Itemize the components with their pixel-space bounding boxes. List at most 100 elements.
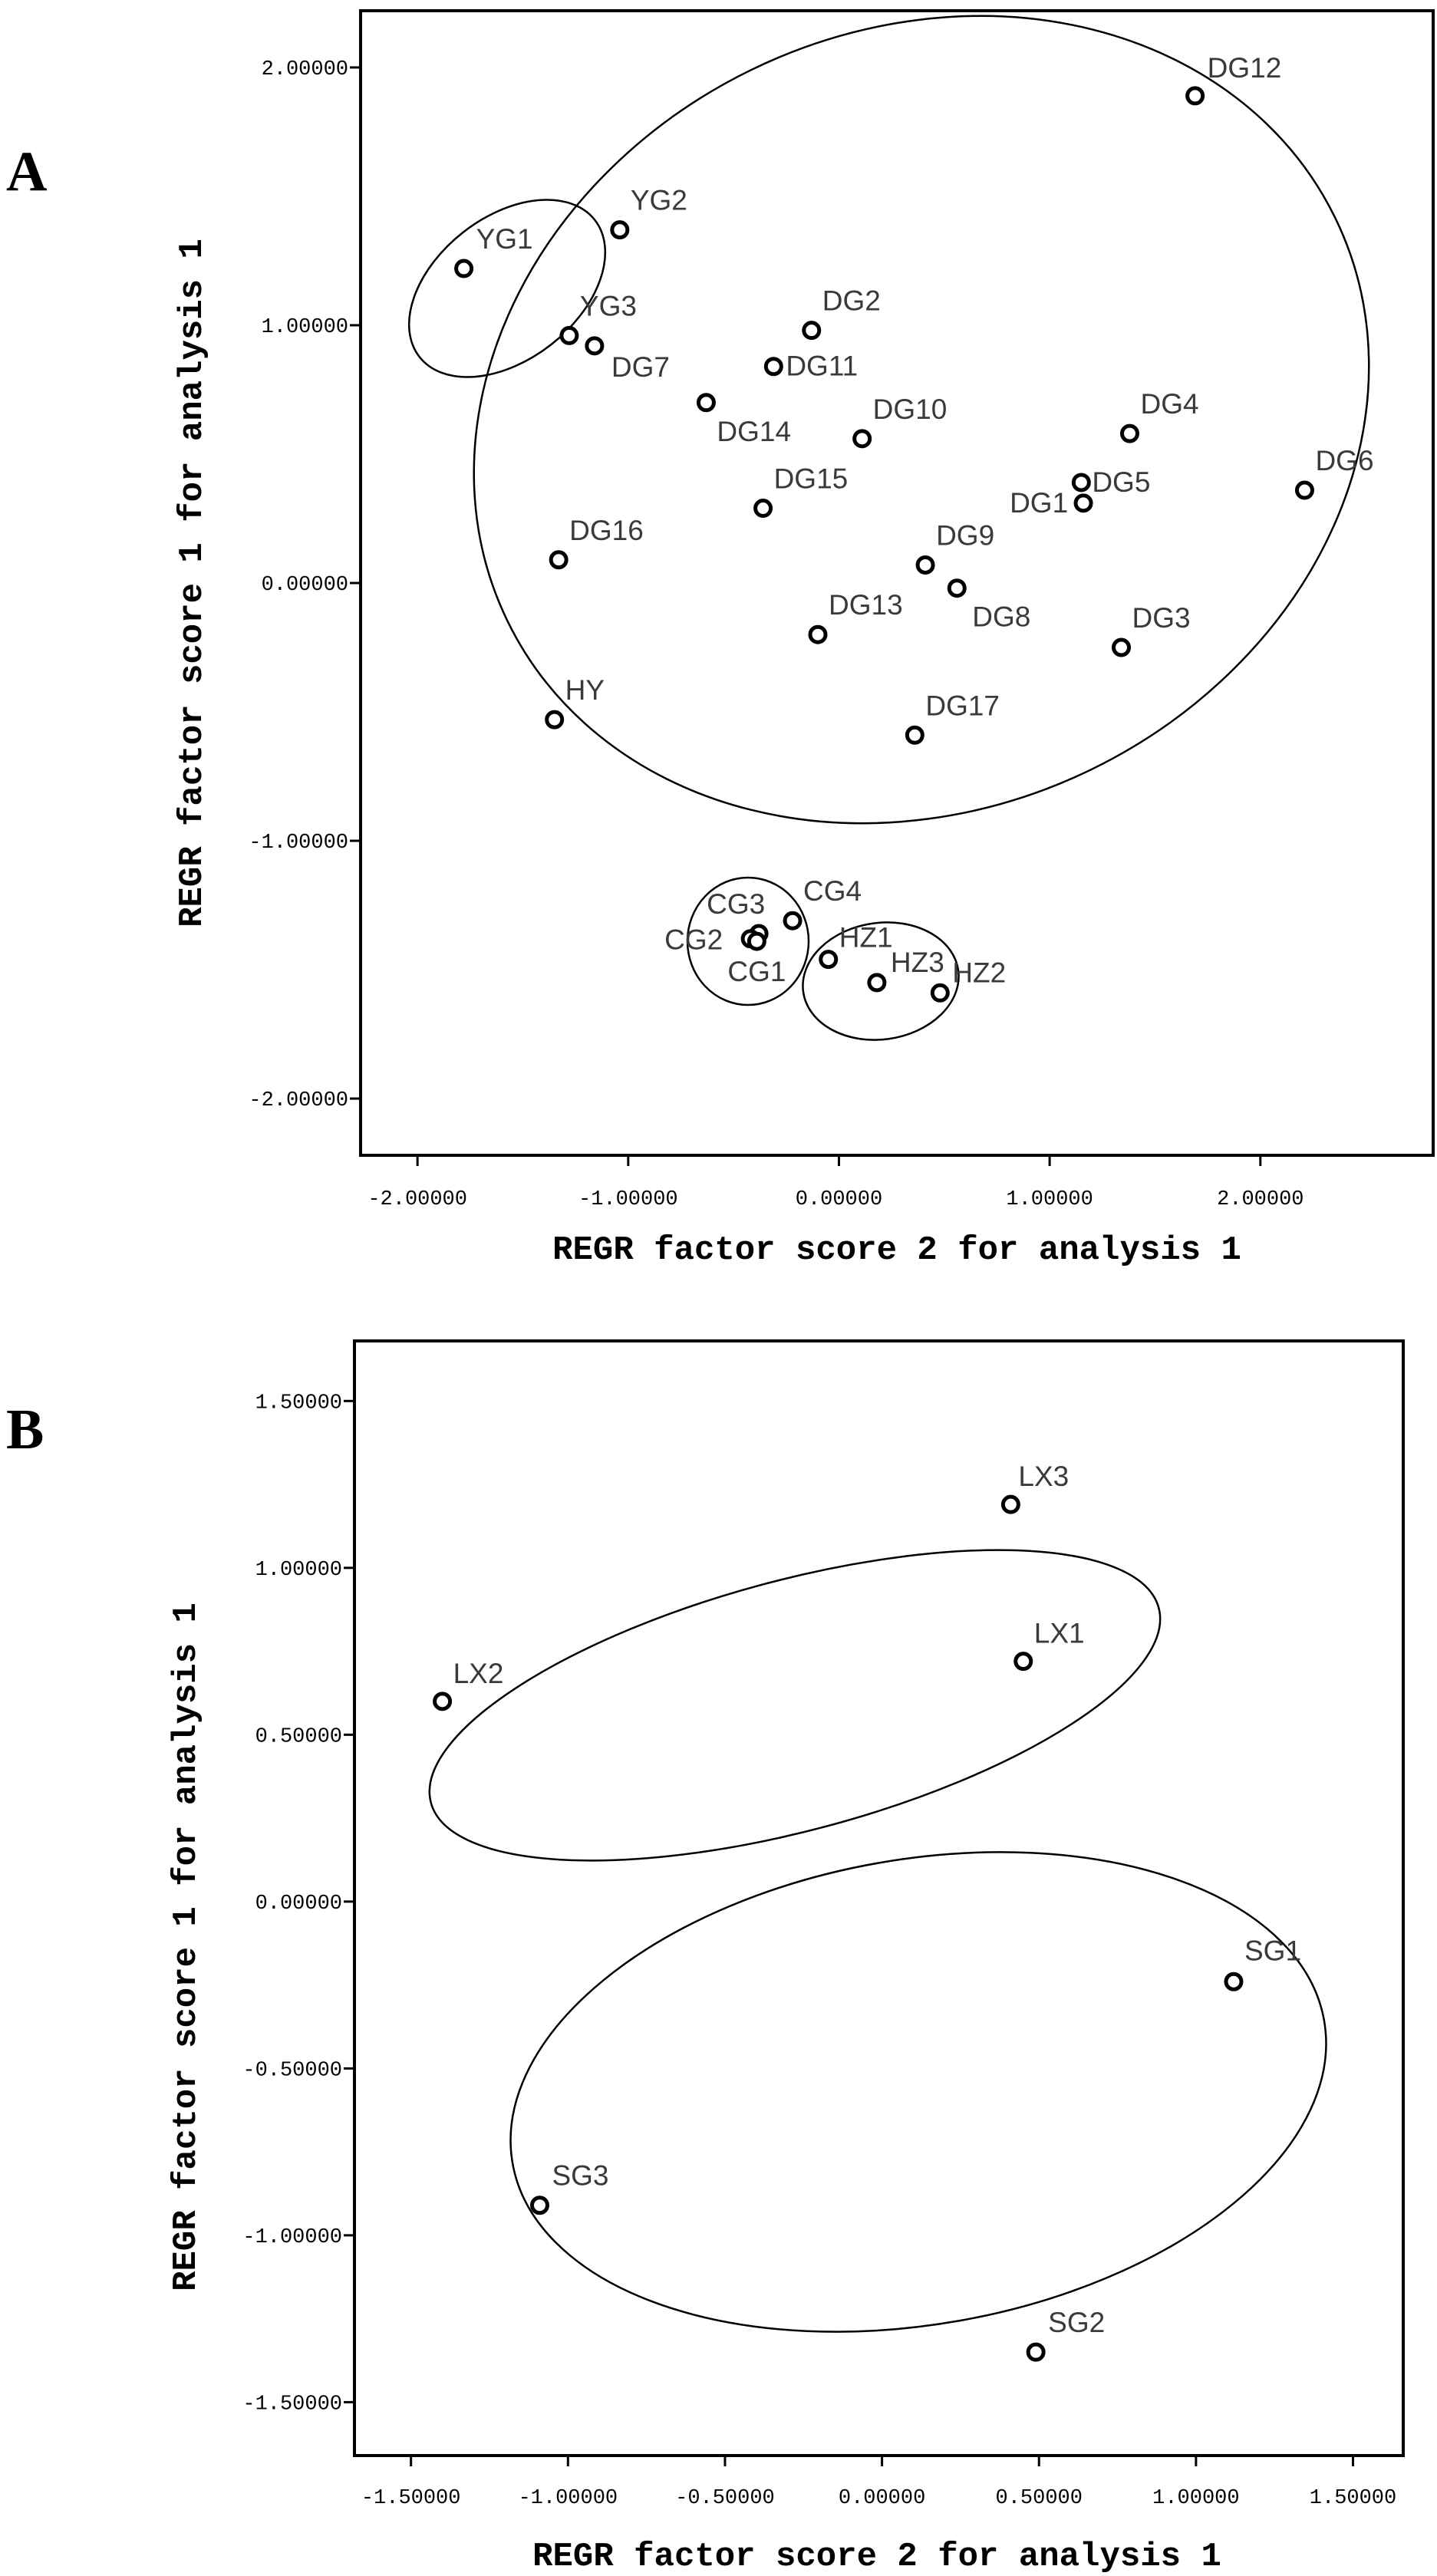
panel-a-axis-ticks: -2.00000 -1.00000 0.00000 1.00000 2.00000 -2.… — [249, 58, 1304, 1211]
point-label-dg4: DG4 — [1140, 388, 1198, 420]
panel-b-x-tick-label: 1.50000 — [1310, 2487, 1396, 2510]
panel-a-cluster-ellipses — [407, 15, 1370, 1041]
panel-a-x-tick-label: 2.00000 — [1217, 1188, 1304, 1211]
data-point-dg4 — [1119, 423, 1139, 443]
panel-a-y-tick-label: 0.00000 — [262, 574, 348, 597]
point-label-dg15: DG15 — [774, 463, 849, 495]
panel-b-y-axis-title: REGR factor score 1 for analysis 1 — [167, 1603, 206, 2291]
panel-a-y-tick-label: 2.00000 — [262, 58, 348, 81]
panel-b-x-tick-label: 1.00000 — [1152, 2487, 1239, 2510]
panel-a-y-tick-label: -2.00000 — [249, 1089, 348, 1112]
point-label-lx2: LX2 — [453, 1658, 504, 1689]
data-point-lx1 — [1013, 1652, 1033, 1672]
cluster-ellipse-yg — [407, 199, 607, 378]
data-point-hz1 — [819, 950, 839, 970]
panel-a-plot-frame — [359, 9, 1435, 1157]
point-label-cg1: CG1 — [727, 956, 786, 987]
point-label-dg6: DG6 — [1315, 445, 1373, 476]
data-point-sg1 — [1224, 1972, 1244, 1991]
point-label-dg3: DG3 — [1132, 602, 1191, 634]
panel-b-x-axis-title: REGR factor score 2 for analysis 1 — [532, 2538, 1221, 2576]
panel-b-x-tick-label: -1.50000 — [361, 2487, 461, 2510]
panel-b-plot-frame — [353, 1339, 1405, 2457]
panel-b-cluster-ellipses — [428, 1549, 1327, 2333]
data-point-dg17 — [905, 725, 924, 745]
point-label-hz3: HZ3 — [891, 947, 944, 978]
data-point-dg12 — [1185, 86, 1205, 106]
point-label-yg3: YG3 — [580, 290, 637, 321]
point-label-dg8: DG8 — [972, 601, 1030, 633]
point-label-yg2: YG2 — [631, 185, 687, 216]
data-point-dg3 — [1112, 637, 1132, 657]
panel-b-points: LX3 LX1 LX2 SG1 SG3 SG2 — [433, 1461, 1301, 2362]
data-point-dg15 — [753, 499, 773, 519]
panel-b-y-tick-label: 0.00000 — [255, 1892, 342, 1916]
point-label-sg2: SG2 — [1048, 2307, 1105, 2338]
point-label-sg3: SG3 — [552, 2160, 608, 2192]
data-point-dg16 — [549, 550, 569, 570]
cluster-ellipse-cg — [686, 876, 810, 1006]
panel-b-y-tick-label: 1.50000 — [255, 1392, 342, 1415]
panel-a-x-tick-label: -2.00000 — [367, 1188, 467, 1211]
point-label-lx1: LX1 — [1034, 1618, 1085, 1649]
panel-b-y-tick-label: -1.50000 — [242, 2393, 342, 2416]
data-point-dg11 — [763, 357, 783, 377]
point-label-cg2: CG2 — [664, 924, 723, 956]
panel-b-x-tick-label: 0.50000 — [996, 2487, 1083, 2510]
panel-b-x-tick-label: -1.00000 — [518, 2487, 618, 2510]
panel-b-y-tick-label: 1.00000 — [255, 1559, 342, 1582]
panel-a-y-tick-label: 1.00000 — [262, 316, 348, 339]
data-point-hz2 — [930, 983, 950, 1003]
data-point-dg1 — [1073, 493, 1093, 513]
panel-b-x-tick-label: -0.50000 — [675, 2487, 775, 2510]
point-label-dg16: DG16 — [569, 515, 644, 546]
panel-b-axis-ticks: -1.50000 -1.00000 -0.50000 0.00000 0.50000 1.… — [242, 1392, 1396, 2510]
data-point-hz3 — [867, 973, 887, 993]
panel-a-y-tick-label: -1.00000 — [249, 832, 348, 855]
panel-b-y-tick-label: -1.00000 — [242, 2226, 342, 2249]
cluster-ellipse-dg — [473, 15, 1370, 825]
point-label-sg1: SG1 — [1244, 1935, 1301, 1966]
point-label-hy: HY — [565, 674, 605, 706]
cluster-ellipse-sg — [509, 1851, 1327, 2333]
point-label-dg2: DG2 — [822, 285, 881, 317]
data-point-yg2 — [610, 220, 630, 240]
panel-b-x-tick-label: 0.00000 — [839, 2487, 925, 2510]
data-point-dg5 — [1071, 473, 1091, 492]
panel-b: B -1.50000 -1.00000 -0.50000 0.00000 0.50000… — [6, 1339, 1405, 2576]
point-label-dg5: DG5 — [1092, 466, 1150, 498]
panel-a-letter: A — [6, 140, 47, 203]
point-label-dg1: DG1 — [1010, 487, 1068, 519]
point-label-dg12: DG12 — [1208, 52, 1282, 84]
panel-a-points: DG12 YG1 YG2 YG3 DG7 DG2 DG11 DG14 DG10 DG4 DG5 DG1… — [454, 52, 1374, 1003]
data-point-dg8 — [947, 578, 967, 598]
panel-a-x-axis-title: REGR factor score 2 for analysis 1 — [552, 1231, 1241, 1270]
data-point-dg13 — [808, 624, 828, 644]
data-point-dg9 — [915, 555, 935, 575]
data-point-lx2 — [433, 1692, 453, 1711]
data-point-dg7 — [585, 336, 605, 356]
data-point-yg3 — [559, 325, 579, 345]
point-label-hz1: HZ1 — [839, 922, 893, 954]
point-label-lx3: LX3 — [1018, 1461, 1069, 1492]
panel-a-x-tick-label: -1.00000 — [578, 1188, 678, 1211]
panel-b-y-tick-label: -0.50000 — [242, 2059, 342, 2082]
point-label-dg7: DG7 — [611, 351, 670, 383]
panel-a-x-tick-label: 1.00000 — [1006, 1188, 1093, 1211]
point-label-hz2: HZ2 — [952, 957, 1006, 988]
data-point-cg1 — [747, 931, 766, 951]
panel-b-letter: B — [6, 1398, 44, 1461]
point-label-dg11: DG11 — [786, 351, 858, 382]
point-label-dg14: DG14 — [717, 416, 791, 447]
data-point-dg10 — [852, 429, 872, 449]
panel-a-x-tick-label: 0.00000 — [796, 1188, 882, 1211]
data-point-lx3 — [1000, 1494, 1020, 1514]
point-label-dg10: DG10 — [873, 394, 948, 425]
panel-a: A -2.00000 -1.00000 0.00000 1.00000 2.00000-… — [6, 9, 1435, 1270]
data-point-dg2 — [802, 321, 822, 341]
point-label-yg1: YG1 — [476, 223, 533, 255]
point-label-dg13: DG13 — [829, 589, 903, 621]
point-label-dg9: DG9 — [936, 519, 994, 551]
cluster-ellipse-hz — [802, 921, 960, 1041]
